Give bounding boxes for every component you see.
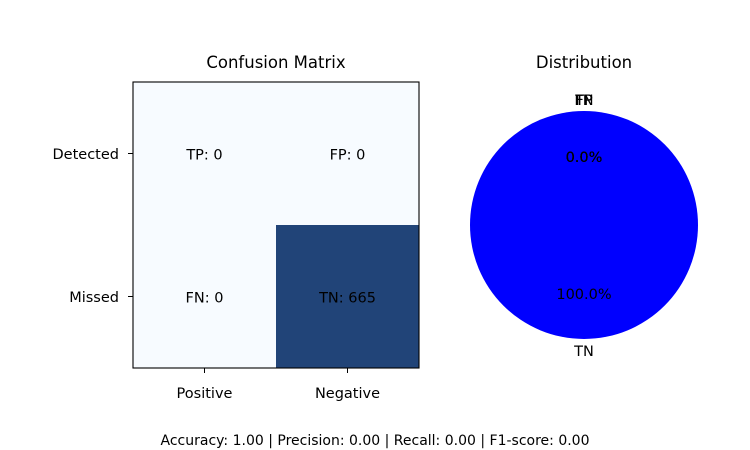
pie-slice-fn-pct: 0.0% [566,150,603,166]
y-tick-label: Detected [53,147,119,163]
confusion-matrix-panel: Confusion Matrix TP: 0 FP: 0FN: 0 TN: 665 … [53,53,420,402]
distribution-title: Distribution [536,53,632,72]
x-tick-label: Positive [177,386,233,402]
pie-slice-tn [470,111,698,339]
y-tick-label: Missed [69,290,119,306]
pie-slice-fn-label: FN [574,93,593,109]
cell-tn [276,225,419,368]
cell-tp [133,82,276,225]
cell-fn-label: FN: 0 [186,291,224,307]
cell-tn-label: TN: 665 [318,291,376,307]
pie-slice-fp-pct: 0.0% [566,150,603,166]
x-tick-label: Negative [315,386,380,402]
pie-slice-tp-label: TP [574,93,593,109]
pie-slice-tn-label: TN [573,344,594,360]
confusion-matrix-ticks: Positive Negative Detected Missed [53,147,381,402]
cell-fp-label: FP: 0 [330,148,366,164]
pie-slice-tn-pct: 100.0% [556,287,611,303]
cell-fn [133,225,276,368]
confusion-matrix-title: Confusion Matrix [206,53,346,72]
pie-slice-tp-pct: 0.0% [566,150,603,166]
pie-slices [470,111,698,339]
cell-tp-label: TP: 0 [185,148,222,164]
metrics-footer: Accuracy: 1.00 | Precision: 0.00 | Recal… [161,433,590,449]
cell-fp [276,82,419,225]
confusion-matrix-frame [132,81,420,369]
pie-slice-fp-label: FP [575,93,592,109]
confusion-matrix-cells: TP: 0 FP: 0 FN: 0 TN: 665 [133,82,419,368]
